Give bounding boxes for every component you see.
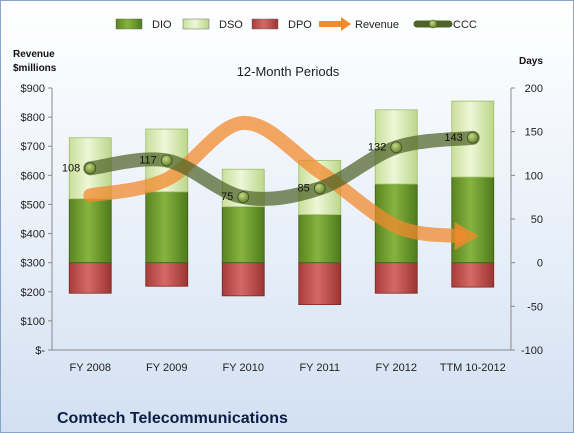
legend-label-revenue: Revenue [355,19,399,31]
right-axis-title: Days [519,56,543,67]
ccc-data-label: 85 [298,182,310,194]
left-tick-label: $600 [21,170,45,182]
legend-swatch-dpo [251,18,279,30]
dpo-bar [374,262,418,294]
right-tick-label: 200 [525,83,543,95]
dpo-bar [221,262,265,297]
left-axis-title-line2: $millions [13,63,57,74]
ccc-data-label: 132 [368,141,386,153]
legend-swatch-dso [182,18,210,30]
right-tick-label: 100 [525,170,543,182]
dio-bar [221,206,265,264]
legend-swatch-ccc-dot [428,19,438,29]
category-labels: FY 2008 FY 2009 FY 2010 FY 2011 FY 2012 TTM 1… [70,362,506,374]
right-tick-label: 0 [537,258,543,270]
ccc-point [84,162,97,175]
revenue-line [83,115,466,244]
ccc-data-label: 75 [221,191,233,203]
category-label: FY 2009 [146,362,187,374]
dpo-bar [145,262,189,287]
left-axis-title-line1: Revenue [13,49,55,60]
left-tick-label: $200 [21,287,45,299]
company-name: Comtech Telecommunications [57,410,288,427]
right-tick-label: 150 [525,127,543,139]
left-tick-label: $400 [21,229,45,241]
left-axis-ticks: $- $100 $200 $300 $400 $500 $600 $700 $800 $900 [21,83,52,357]
left-tick-label: $800 [21,112,45,124]
legend: DIO DSO DPO Revenue CCC [115,17,477,31]
legend-label-ccc: CCC [453,19,477,31]
right-tick-label: -100 [521,345,543,357]
dio-bar [68,198,112,264]
ccc-data-label: 117 [139,154,157,166]
ccc-point [313,182,326,195]
dpo-bar [68,262,112,294]
ccc-data-label: 108 [62,162,80,174]
right-tick-label: -50 [527,301,543,313]
legend-label-dso: DSO [219,19,243,31]
category-label: FY 2010 [223,362,264,374]
legend-swatch-dio [115,18,143,30]
right-tick-label: 50 [531,214,543,226]
legend-label-dio: DIO [152,19,172,31]
left-tick-label: $500 [21,199,45,211]
left-tick-label: $900 [21,83,45,95]
category-label: FY 2011 [299,362,340,374]
dio-bar [451,176,495,264]
ccc-point [160,154,173,167]
revenue-arrowhead [454,222,479,251]
ccc-point [466,131,479,144]
dpo-bar [298,262,342,305]
category-label: FY 2008 [70,362,111,374]
dio-bar [298,214,342,264]
dpo-bar [451,262,495,288]
legend-label-dpo: DPO [288,19,312,31]
dio-bar [145,191,189,264]
ccc-point [390,141,403,154]
right-axis-ticks: -100 -50 0 50 100 150 200 [511,83,543,357]
category-label: FY 2012 [376,362,417,374]
chart-title: 12-Month Periods [237,64,340,79]
legend-swatch-revenue-arrow [319,17,351,31]
left-tick-label: $700 [21,141,45,153]
left-tick-label: $- [35,345,45,357]
left-tick-label: $100 [21,316,45,328]
category-label: TTM 10-2012 [440,362,506,374]
ccc-point [237,191,250,204]
ccc-data-label: 143 [444,132,462,144]
series-lines: 108 117 75 85 132 143 [62,115,480,251]
left-tick-label: $300 [21,258,45,270]
